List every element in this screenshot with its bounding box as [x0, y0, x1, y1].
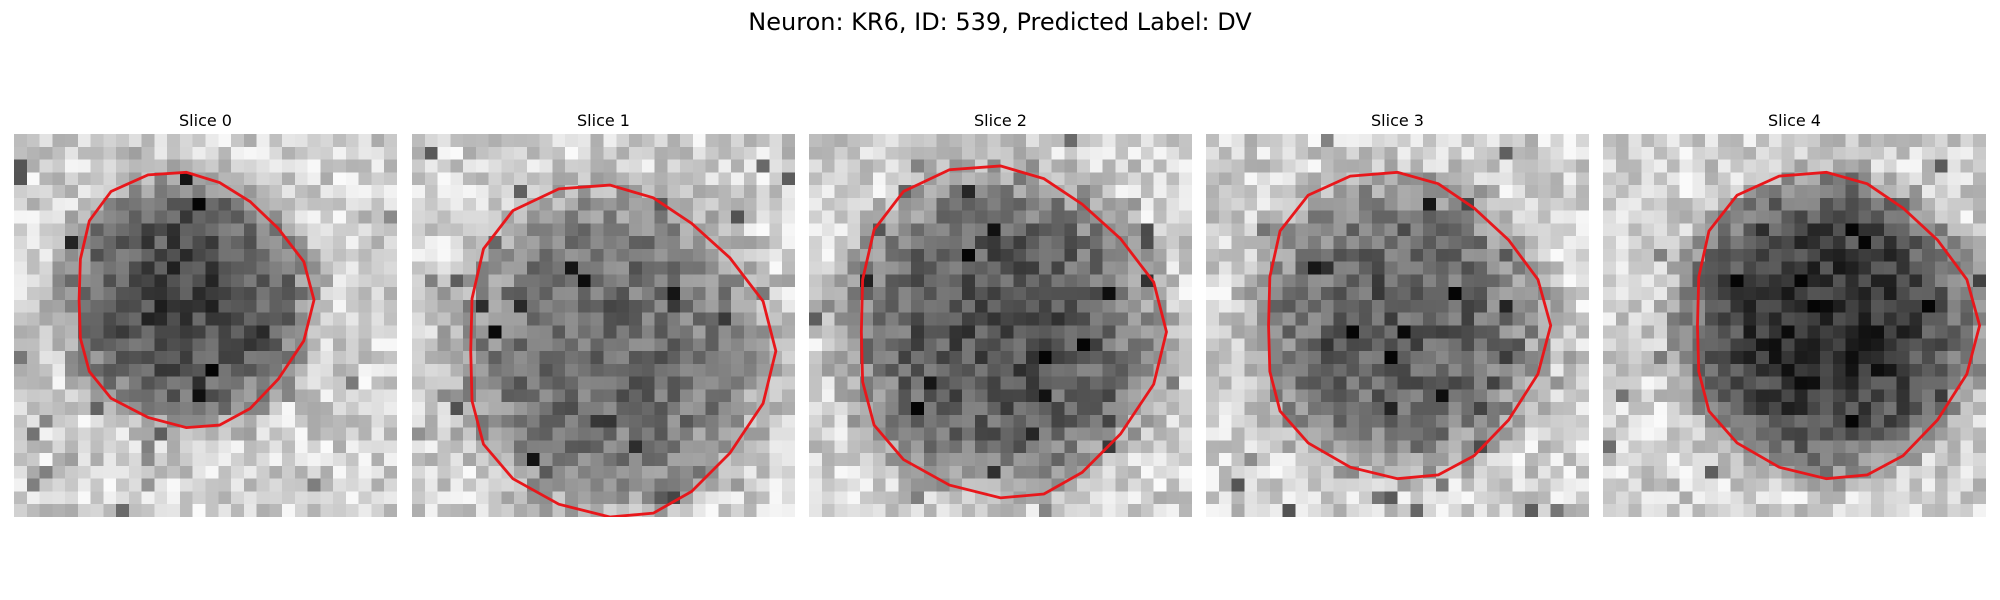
slice-image-3: [1206, 134, 1589, 517]
contour-outline-2: [859, 164, 1168, 500]
slice-panel-0: Slice 0: [14, 108, 397, 517]
slice-title-4: Slice 4: [1768, 111, 1821, 130]
slice-panel-1: Slice 1: [412, 108, 795, 517]
slice-title-0: Slice 0: [179, 111, 232, 130]
slice-panel-3: Slice 3: [1206, 108, 1589, 517]
contour-outline-4: [1696, 170, 1982, 481]
slice-title-1: Slice 1: [577, 111, 630, 130]
figure-title: Neuron: KR6, ID: 539, Predicted Label: D…: [748, 8, 1252, 36]
slice-image-1: [412, 134, 795, 517]
slice-panel-2: Slice 2: [809, 108, 1192, 517]
slice-title-3: Slice 3: [1371, 111, 1424, 130]
contour-outline-3: [1267, 170, 1553, 481]
contour-outline-1: [469, 183, 778, 517]
slice-title-2: Slice 2: [974, 111, 1027, 130]
slice-panel-4: Slice 4: [1603, 108, 1986, 517]
slice-image-0: [14, 134, 397, 517]
slice-image-2: [809, 134, 1192, 517]
contour-outline-0: [77, 170, 316, 430]
slice-image-4: [1603, 134, 1986, 517]
